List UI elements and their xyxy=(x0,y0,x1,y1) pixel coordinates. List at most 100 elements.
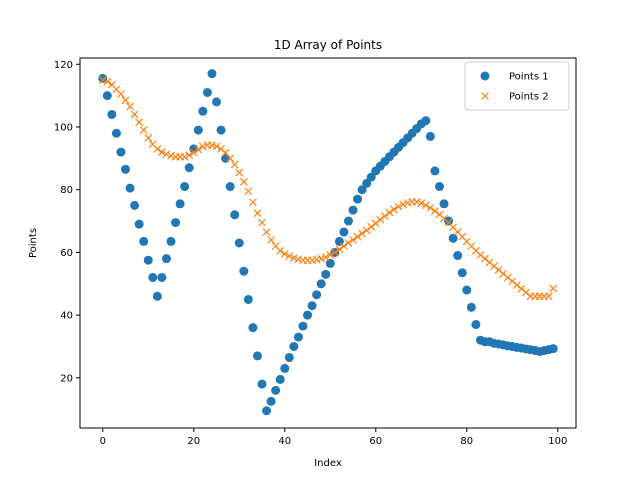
data-point xyxy=(316,279,326,289)
data-point xyxy=(357,185,367,195)
y-tick-label: 120 xyxy=(54,60,73,71)
data-point xyxy=(385,208,394,217)
data-point xyxy=(221,148,230,157)
data-point xyxy=(358,229,367,238)
data-point xyxy=(107,109,117,119)
data-point xyxy=(344,239,353,247)
data-point xyxy=(417,199,426,208)
data-point xyxy=(125,183,135,193)
data-point xyxy=(171,218,181,228)
data-point xyxy=(312,290,322,300)
x-tick-label: 100 xyxy=(548,436,567,447)
legend-item: Points 1 xyxy=(480,71,549,83)
data-point xyxy=(126,102,134,111)
data-point xyxy=(434,182,444,192)
data-point xyxy=(253,209,262,218)
x-axis-label: Index xyxy=(314,458,342,469)
data-point xyxy=(248,198,257,207)
data-point xyxy=(340,242,348,251)
data-point xyxy=(198,142,207,151)
data-point xyxy=(326,250,335,259)
data-point xyxy=(262,228,271,236)
data-point xyxy=(258,218,266,227)
data-point xyxy=(325,258,335,268)
data-point xyxy=(330,248,339,257)
data-point xyxy=(189,148,198,157)
data-point xyxy=(271,385,281,395)
data-point xyxy=(184,163,194,173)
data-point xyxy=(230,160,239,169)
data-point xyxy=(262,406,272,416)
data-point xyxy=(198,106,208,116)
data-point xyxy=(425,131,435,141)
data-point xyxy=(152,291,162,301)
data-point xyxy=(235,168,244,177)
data-point xyxy=(457,268,467,278)
data-point xyxy=(202,87,212,97)
data-point xyxy=(348,205,358,215)
data-point xyxy=(252,351,262,361)
data-point xyxy=(111,128,121,138)
data-point xyxy=(243,294,253,304)
data-point xyxy=(376,215,385,224)
data-point xyxy=(293,332,303,342)
data-point xyxy=(321,253,330,262)
data-point xyxy=(426,203,435,212)
data-point xyxy=(248,323,258,333)
data-point xyxy=(421,116,431,126)
data-point xyxy=(166,236,176,246)
data-point xyxy=(116,147,126,157)
data-point xyxy=(439,199,449,209)
y-tick-label: 20 xyxy=(60,373,73,384)
data-point xyxy=(399,200,408,209)
chart-title: 1D Array of Points xyxy=(274,38,382,52)
data-point xyxy=(212,97,222,107)
data-point xyxy=(317,254,326,263)
data-point xyxy=(216,125,226,135)
data-point xyxy=(339,227,349,237)
data-point xyxy=(276,246,285,255)
legend-marker xyxy=(480,71,490,81)
data-point xyxy=(298,321,308,331)
series-1 xyxy=(98,69,558,416)
data-point xyxy=(466,302,476,312)
data-point xyxy=(157,272,167,282)
y-tick-label: 80 xyxy=(60,185,73,196)
y-tick-label: 100 xyxy=(54,122,73,133)
data-point xyxy=(289,341,299,351)
data-point xyxy=(444,216,454,226)
data-point xyxy=(153,145,162,153)
data-point xyxy=(353,232,362,241)
data-point xyxy=(239,177,248,186)
data-point xyxy=(453,251,463,261)
data-point xyxy=(289,254,298,262)
data-point xyxy=(130,110,139,119)
data-point xyxy=(267,235,276,244)
y-axis-label: Points xyxy=(28,228,39,258)
data-point xyxy=(207,69,217,79)
legend-frame xyxy=(464,61,570,111)
data-point xyxy=(353,194,363,204)
legend-marker xyxy=(481,92,489,100)
data-point xyxy=(175,199,185,209)
data-point xyxy=(421,201,430,210)
data-point xyxy=(280,363,290,373)
data-point xyxy=(212,142,221,151)
data-point xyxy=(367,222,376,231)
data-point xyxy=(98,76,107,84)
data-point xyxy=(226,154,235,163)
data-point xyxy=(193,125,203,135)
data-point xyxy=(390,205,398,214)
data-point xyxy=(366,172,376,182)
data-point xyxy=(284,352,294,362)
data-point xyxy=(430,166,440,176)
data-point xyxy=(143,255,153,265)
legend: Points 1 Points 2 xyxy=(464,61,570,111)
data-point xyxy=(194,145,203,154)
legend-item: Points 2 xyxy=(481,92,549,103)
x-tick-label: 80 xyxy=(460,436,473,447)
x-tick-label: 60 xyxy=(369,436,382,447)
legend-label: Points 1 xyxy=(509,72,549,83)
